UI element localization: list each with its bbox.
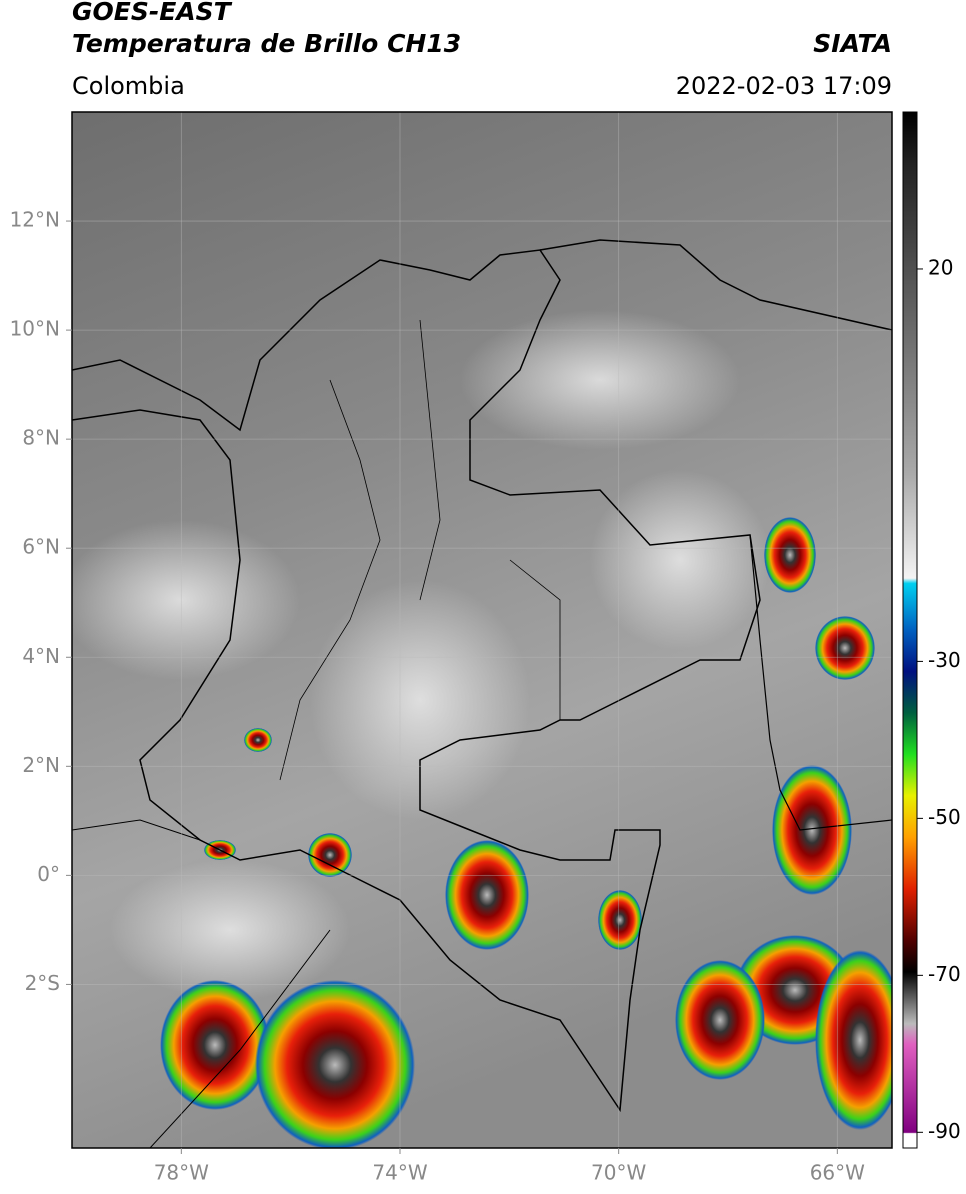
y-tick-label: 2°S: [25, 971, 60, 995]
y-tick-label: 12°N: [10, 208, 60, 232]
colorbar-tick-label: -90: [928, 1119, 961, 1143]
y-tick-label: 8°N: [22, 426, 60, 450]
y-tick-label: 10°N: [10, 317, 60, 341]
graticule: [72, 112, 892, 1148]
y-tick-label: 6°N: [22, 535, 60, 559]
colorbar-tick-label: -30: [928, 648, 961, 672]
x-tick-label: 78°W: [154, 1161, 209, 1185]
colorbar: [902, 111, 918, 1149]
x-tick-label: 66°W: [810, 1161, 865, 1185]
source: SIATA: [813, 29, 892, 58]
y-tick-label: 4°N: [22, 644, 60, 668]
y-tick-label: 2°N: [22, 753, 60, 777]
subtitle: Temperatura de Brillo CH13: [72, 29, 461, 58]
map-frame: [71, 111, 893, 1149]
colorbar-tick-label: 20: [928, 255, 953, 279]
title: GOES-EAST: [72, 0, 233, 26]
x-tick-label: 74°W: [372, 1161, 427, 1185]
satellite-image: [72, 112, 892, 1148]
y-tick-label: 0°: [37, 862, 60, 886]
region: Colombia: [72, 72, 185, 100]
datetime: 2022-02-03 17:09: [676, 72, 892, 100]
x-tick-label: 70°W: [591, 1161, 646, 1185]
colorbar-tick-label: -70: [928, 962, 961, 986]
colorbar-tick-label: -50: [928, 805, 961, 829]
